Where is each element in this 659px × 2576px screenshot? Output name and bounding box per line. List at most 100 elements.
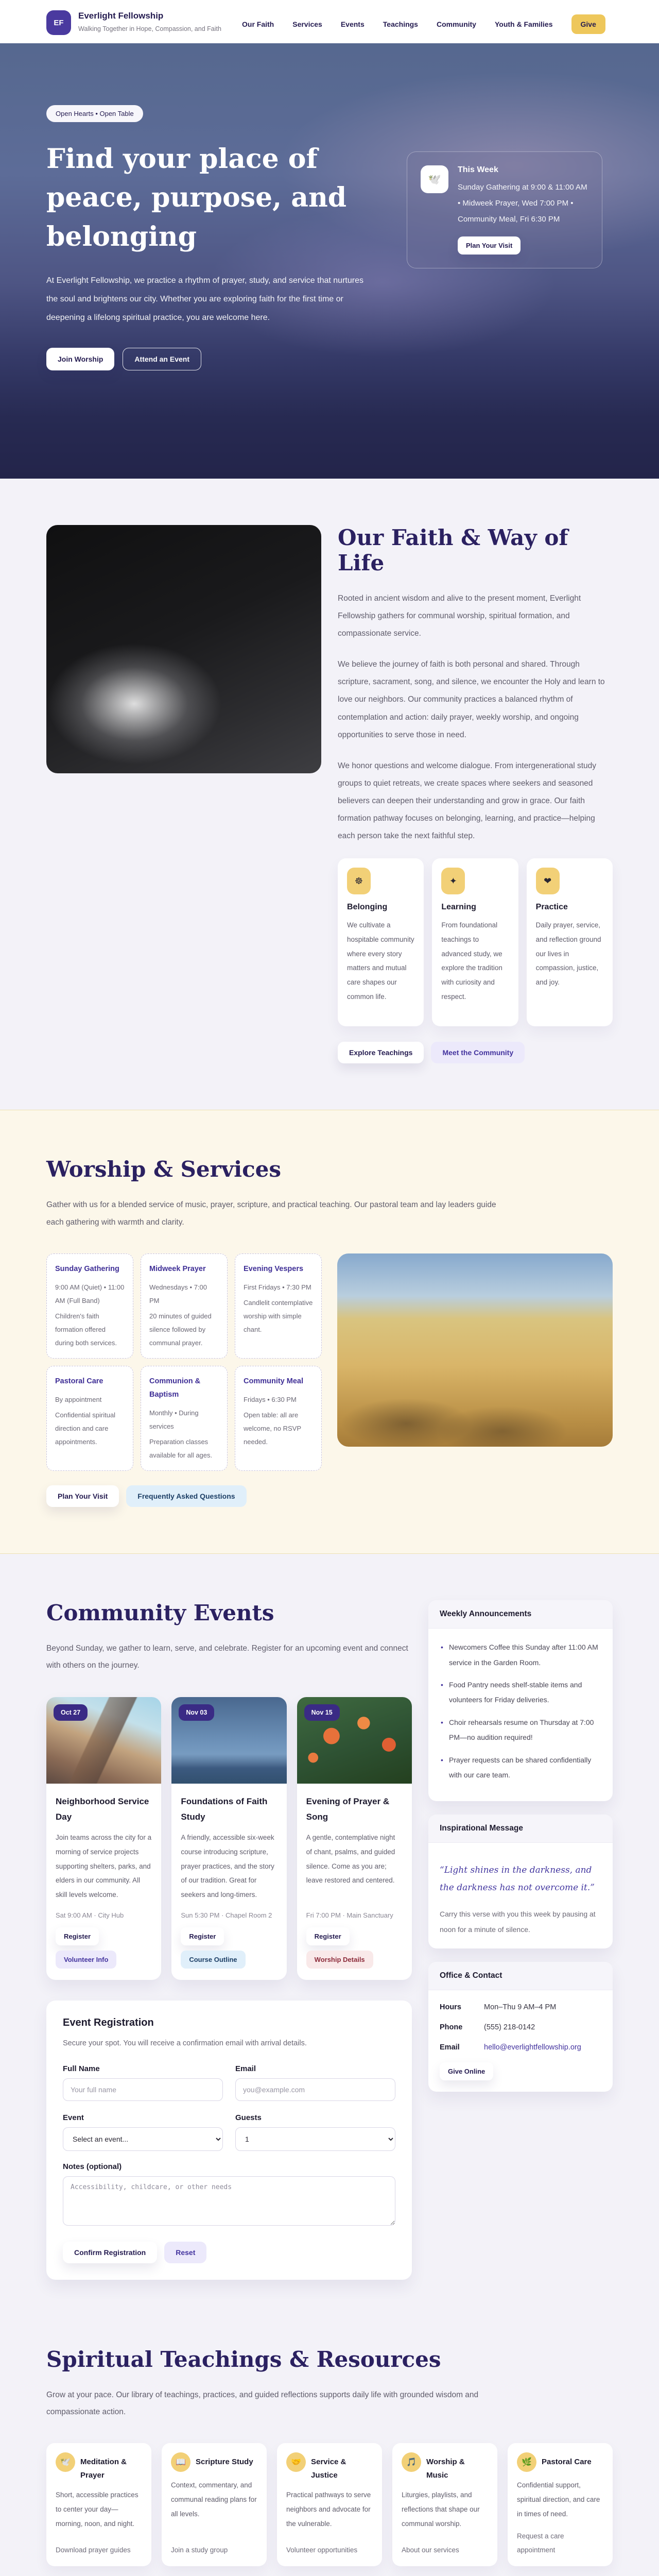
teaching-card-meditation: 🕊️ Meditation & Prayer Short, accessible… (46, 2443, 151, 2567)
reset-button[interactable]: Reset (164, 2241, 207, 2263)
register-button[interactable]: Register (56, 1927, 99, 1945)
announcement-item: Food Pantry needs shelf-stable items and… (440, 1677, 601, 1708)
teaching-card-worship-music: 🎵 Worship & Music Liturgies, playlists, … (392, 2443, 497, 2567)
teachings-subtitle: Grow at your pace. Our library of teachi… (46, 2390, 479, 2416)
nav-events[interactable]: Events (340, 20, 365, 28)
events-subtitle: Beyond Sunday, we gather to learn, serve… (46, 1644, 408, 1670)
service-card-pastoral-care: Pastoral Care By appointment Confidentia… (46, 1365, 133, 1471)
event-select[interactable]: Select an event... (63, 2127, 223, 2151)
faith-title: Our Faith & Way of Life (338, 525, 568, 575)
join-worship-button[interactable]: Join Worship (46, 348, 115, 371)
event-date-badge: Oct 27 (54, 1704, 88, 1721)
event-title: Neighborhood Service Day (56, 1796, 149, 1822)
faith-section: Our Faith & Way of Life Rooted in ancien… (0, 479, 659, 1110)
volunteer-link[interactable]: Volunteer opportunities (286, 2546, 358, 2554)
meet-community-button[interactable]: Meet the Community (431, 1042, 525, 1064)
faith-paragraph-1: Rooted in ancient wisdom and alive to th… (338, 594, 581, 638)
registration-title: Event Registration (63, 2016, 154, 2028)
event-description: A gentle, contemplative night of chant, … (306, 1834, 395, 1885)
teachings-section: Spiritual Teachings & Resources Grow at … (0, 2326, 659, 2576)
handshake-icon: 🤝 (286, 2452, 306, 2472)
notes-field[interactable] (63, 2176, 395, 2226)
ocean-splash-photo (46, 525, 321, 773)
teaching-card-service: 🤝 Service & Justice Practical pathways t… (277, 2443, 382, 2567)
study-group-link[interactable]: Join a study group (171, 2546, 228, 2554)
nav-our-faith[interactable]: Our Faith (242, 20, 274, 28)
services-link[interactable]: About our services (402, 2546, 459, 2554)
phone-value: (555) 218-0142 (484, 2023, 535, 2032)
service-text: Candlelit contemplative worship with sim… (244, 1298, 313, 1333)
service-text: Open table: all are welcome, no RSVP nee… (244, 1411, 301, 1446)
hero: Open Hearts • Open Table Find your place… (0, 43, 659, 479)
worship-details-button[interactable]: Worship Details (306, 1950, 373, 1969)
events-sidebar: Weekly Announcements Newcomers Coffee th… (428, 1600, 613, 2279)
register-button[interactable]: Register (306, 1927, 350, 1945)
event-photo-tulips: Nov 15 (297, 1697, 412, 1784)
give-button[interactable]: Give (571, 14, 605, 34)
service-meta: By appointment (55, 1396, 102, 1404)
sparkle-icon: ✦ (441, 868, 465, 895)
registration-subtitle: Secure your spot. You will receive a con… (63, 2039, 307, 2047)
care-appointment-link[interactable]: Request a care appointment (517, 2532, 564, 2554)
email-link[interactable]: hello@everlightfellowship.org (484, 2043, 581, 2052)
nav-youth-families[interactable]: Youth & Families (494, 20, 553, 28)
teaching-title: Service & Justice (311, 2458, 346, 2480)
confirm-registration-button[interactable]: Confirm Registration (63, 2241, 158, 2263)
event-meta: Sat 9:00 AM · City Hub (56, 1911, 124, 1919)
teachings-title: Spiritual Teachings & Resources (46, 2346, 441, 2372)
teaching-title: Pastoral Care (542, 2458, 592, 2467)
worship-section: Worship & Services Gather with us for a … (0, 1110, 659, 1554)
email-field[interactable] (235, 2078, 395, 2101)
this-week-title: This Week (458, 165, 498, 174)
volunteer-info-button[interactable]: Volunteer Info (56, 1950, 117, 1969)
worship-subtitle: Gather with us for a blended service of … (46, 1200, 496, 1227)
this-week-text: Sunday Gathering at 9:00 & 11:00 AM • Mi… (458, 183, 587, 224)
attend-event-button[interactable]: Attend an Event (123, 348, 201, 371)
plan-your-visit-button[interactable]: Plan Your Visit (458, 236, 521, 255)
teaching-text: Confidential support, spiritual directio… (517, 2481, 600, 2518)
service-title: Communion & Baptism (149, 1377, 201, 1399)
give-online-button[interactable]: Give Online (440, 2062, 494, 2080)
phone-label: Phone (440, 2023, 463, 2032)
teaching-text: Context, commentary, and communal readin… (171, 2481, 257, 2518)
pillar-title: Learning (441, 903, 476, 912)
email-label: Email (440, 2043, 460, 2052)
event-registration-form: Event Registration Secure your spot. You… (46, 2000, 412, 2280)
nav-teachings[interactable]: Teachings (383, 20, 418, 28)
brand-tagline: Walking Together in Hope, Compassion, an… (78, 25, 221, 32)
teaching-text: Liturgies, playlists, and reflections th… (402, 2491, 480, 2528)
dove-icon: 🕊️ (421, 165, 448, 193)
nav-services[interactable]: Services (292, 20, 322, 28)
service-card-community-meal: Community Meal Fridays • 6:30 PM Open ta… (235, 1365, 322, 1471)
site-header: EF Everlight Fellowship Walking Together… (0, 0, 659, 43)
pillar-practice: ❤ Practice Daily prayer, service, and re… (526, 858, 613, 1027)
book-icon: 📖 (171, 2452, 190, 2472)
hours-label: Hours (440, 2003, 461, 2012)
pillar-title: Belonging (347, 903, 388, 912)
brand: EF Everlight Fellowship Walking Together… (46, 10, 221, 35)
event-description: A friendly, accessible six-week course i… (181, 1834, 274, 1899)
explore-teachings-button[interactable]: Explore Teachings (338, 1042, 424, 1064)
events-title: Community Events (46, 1600, 274, 1626)
service-text: Children's faith formation offered durin… (55, 1312, 117, 1347)
event-title: Evening of Prayer & Song (306, 1796, 390, 1822)
full-name-label: Full Name (63, 2064, 100, 2073)
hero-title: Find your place of peace, purpose, and b… (46, 143, 347, 252)
prayer-guides-link[interactable]: Download prayer guides (56, 2546, 131, 2554)
main-nav: Our Faith Services Events Teachings Comm… (242, 10, 613, 34)
register-button[interactable]: Register (181, 1927, 224, 1945)
guests-label: Guests (235, 2113, 262, 2122)
service-meta: Fridays • 6:30 PM (244, 1396, 297, 1404)
service-text: Confidential spiritual direction and car… (55, 1411, 116, 1446)
teaching-title: Worship & Music (426, 2458, 465, 2480)
guests-select[interactable]: 1 (235, 2127, 395, 2151)
full-name-field[interactable] (63, 2078, 223, 2101)
teaching-card-scripture: 📖 Scripture Study Context, commentary, a… (162, 2443, 267, 2567)
service-card-evening-vespers: Evening Vespers First Fridays • 7:30 PM … (235, 1253, 322, 1359)
event-meta: Fri 7:00 PM · Main Sanctuary (306, 1911, 393, 1919)
nav-community[interactable]: Community (436, 20, 476, 28)
pillar-text: We cultivate a hospitable community wher… (347, 921, 414, 1001)
faq-button[interactable]: Frequently Asked Questions (126, 1485, 247, 1507)
plan-your-visit-button[interactable]: Plan Your Visit (46, 1485, 119, 1507)
course-outline-button[interactable]: Course Outline (181, 1950, 246, 1969)
